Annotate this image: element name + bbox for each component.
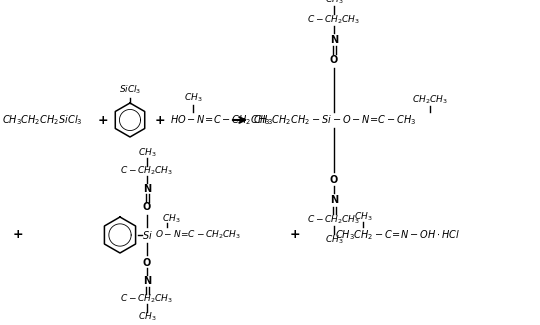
Text: $C-CH_2CH_3$: $C-CH_2CH_3$	[120, 165, 173, 177]
Text: $CH_3$: $CH_3$	[354, 211, 372, 223]
Text: N: N	[330, 35, 338, 45]
Text: O: O	[330, 175, 338, 185]
Text: O: O	[143, 258, 151, 268]
Text: $Si$: $Si$	[142, 229, 153, 241]
Text: +: +	[12, 228, 23, 241]
Text: +: +	[154, 113, 165, 126]
Text: $HO-N\!=\!C-CH_2CH_3$: $HO-N\!=\!C-CH_2CH_3$	[170, 113, 271, 127]
Text: $CH_3CH_2CH_2SiCl_3$: $CH_3CH_2CH_2SiCl_3$	[2, 113, 83, 127]
Text: N: N	[143, 276, 151, 286]
Text: $C-CH_2CH_3$: $C-CH_2CH_3$	[307, 214, 361, 226]
Text: $CH_3$: $CH_3$	[325, 234, 343, 246]
Text: O: O	[143, 202, 151, 212]
Text: $CH_3CH_2-C\!=\!N-OH\cdot HCl$: $CH_3CH_2-C\!=\!N-OH\cdot HCl$	[335, 228, 460, 242]
Text: $CH_3$: $CH_3$	[138, 147, 156, 159]
Text: $O-N\!=\!C-CH_2CH_3$: $O-N\!=\!C-CH_2CH_3$	[155, 229, 241, 241]
Text: N: N	[143, 184, 151, 194]
Text: $CH_2CH_3$: $CH_2CH_3$	[412, 94, 448, 106]
Text: O: O	[330, 55, 338, 65]
Text: $CH_3$: $CH_3$	[162, 213, 180, 225]
Text: $CH_3$: $CH_3$	[325, 0, 343, 6]
Text: $CH_3$: $CH_3$	[184, 92, 202, 104]
Text: N: N	[330, 195, 338, 205]
Text: $CH_3$: $CH_3$	[138, 311, 156, 323]
Text: +: +	[98, 113, 109, 126]
Text: $C-CH_2CH_3$: $C-CH_2CH_3$	[120, 293, 173, 305]
Text: $C-CH_2CH_3$: $C-CH_2CH_3$	[307, 14, 361, 26]
Text: +: +	[289, 228, 300, 241]
Text: $CH_3CH_2CH_2-Si-O-N\!=\!C-CH_3$: $CH_3CH_2CH_2-Si-O-N\!=\!C-CH_3$	[253, 113, 416, 127]
Text: $SiCl_3$: $SiCl_3$	[119, 84, 141, 96]
